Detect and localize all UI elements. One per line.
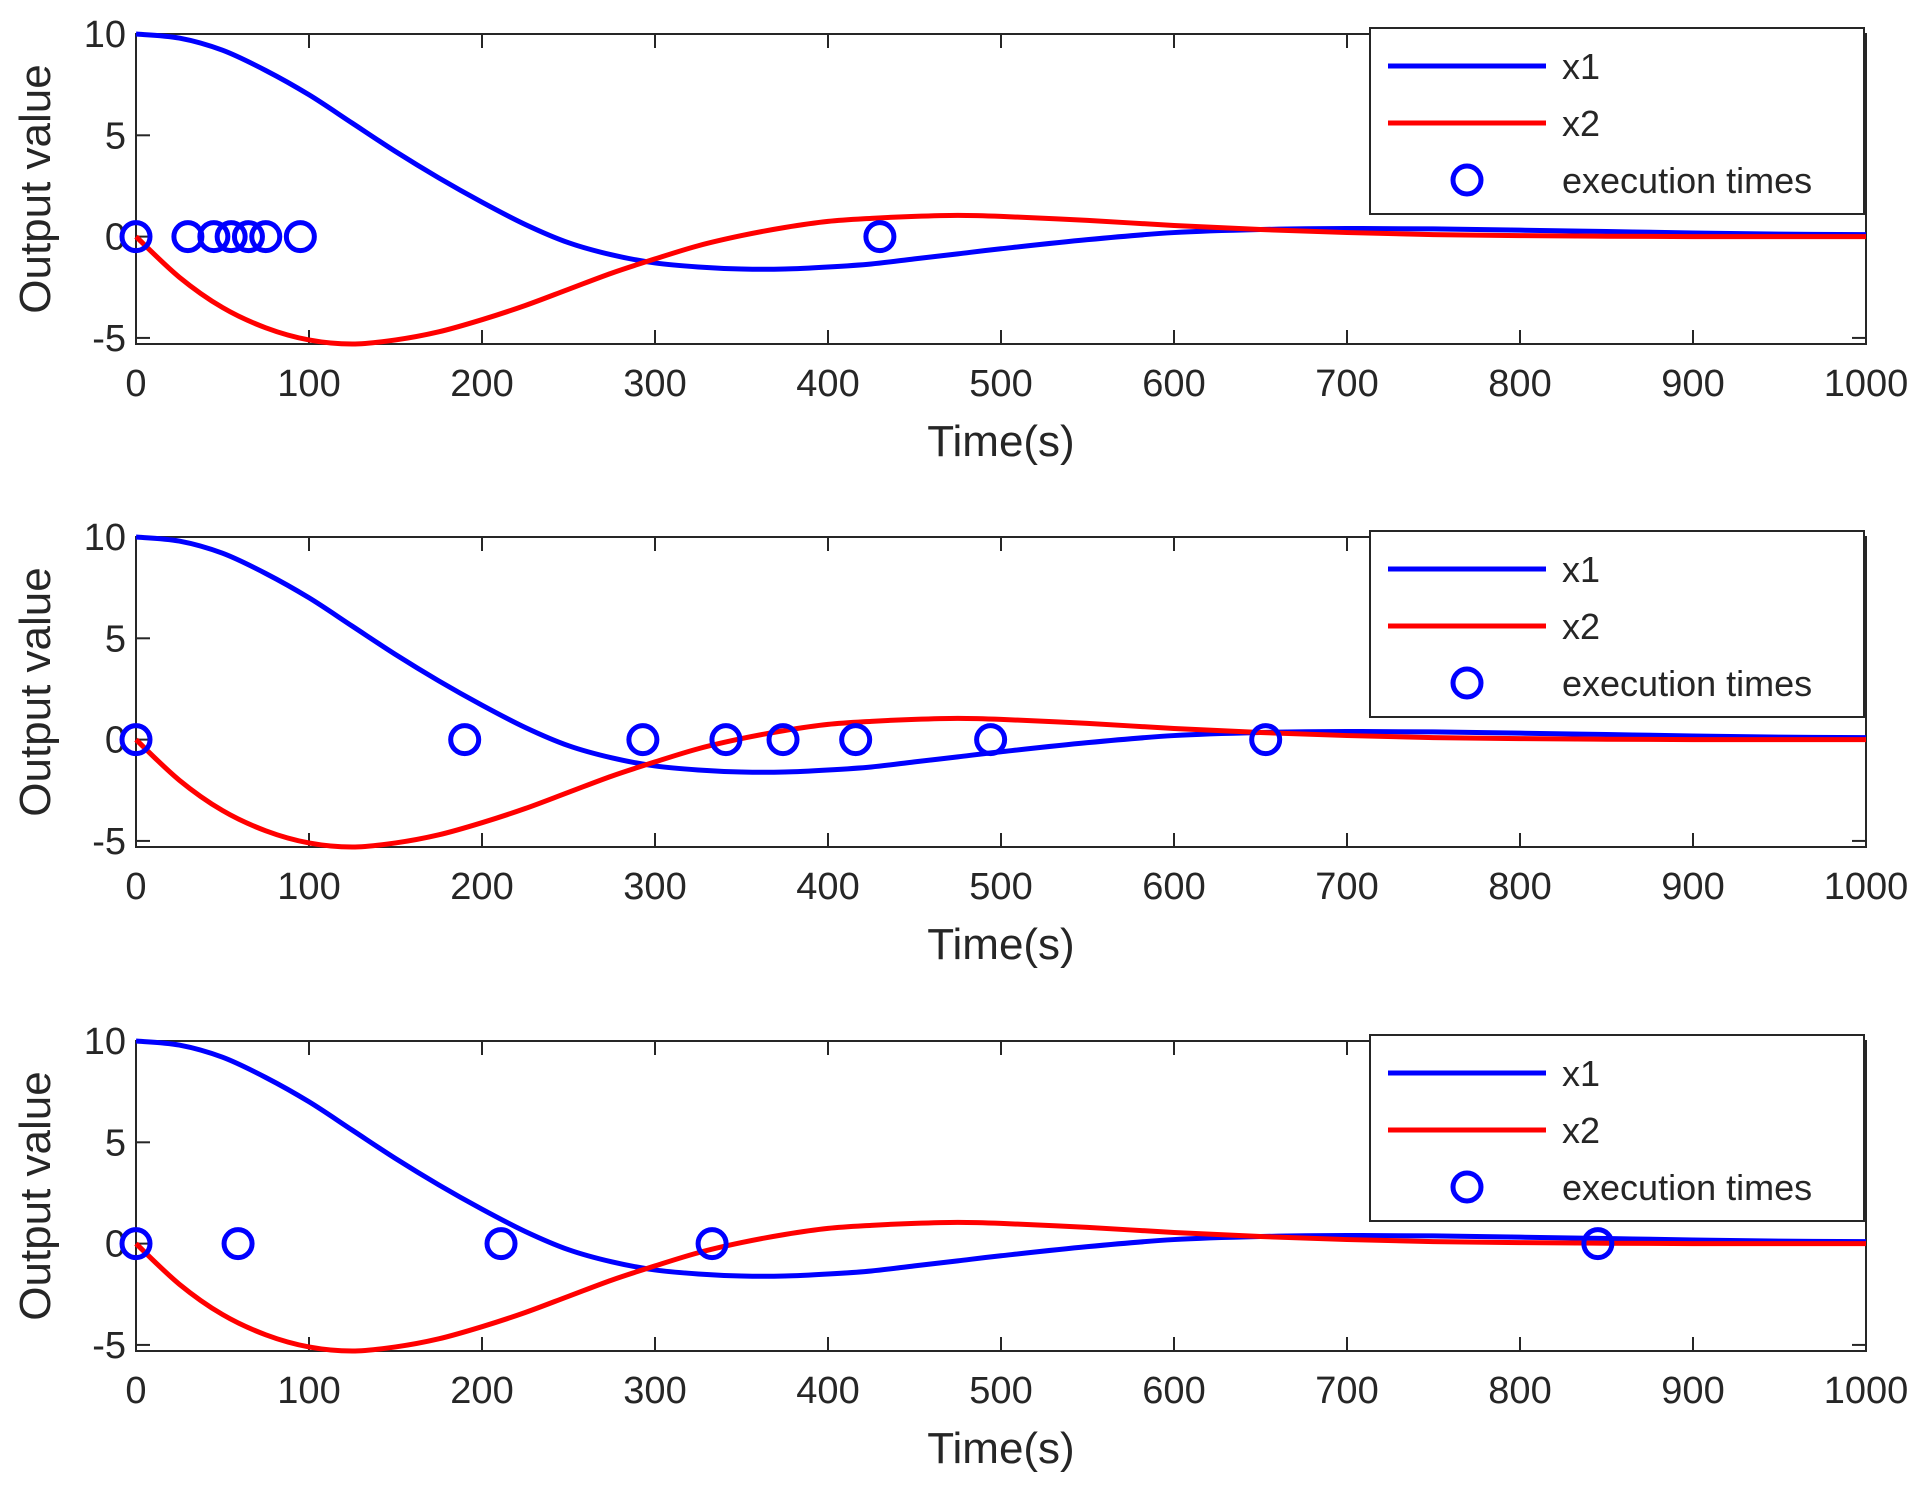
x-tick-label: 700 — [1315, 363, 1378, 405]
execution-time-marker — [283, 220, 317, 254]
legend-marker-execution-times — [1450, 163, 1484, 197]
execution-time-marker — [448, 723, 482, 757]
execution-time-marker — [231, 220, 265, 254]
y-tick-label: -5 — [92, 318, 126, 360]
x-tick-label: 500 — [969, 1370, 1032, 1412]
x-tick-label: 900 — [1661, 1370, 1724, 1412]
x-tick-label: 1000 — [1824, 1370, 1909, 1412]
y-tick-label: 10 — [84, 1021, 126, 1063]
x-tick-label: 400 — [796, 1370, 859, 1412]
x-tick-label: 800 — [1488, 363, 1551, 405]
x-tick-label: 700 — [1315, 1370, 1378, 1412]
legend-marker-execution-times — [1450, 1170, 1484, 1204]
series-line-x1 — [135, 1038, 1867, 1279]
legend: x1 x2 execution times — [1369, 530, 1865, 718]
x-tick-label: 1000 — [1824, 866, 1909, 908]
x-tick-label: 100 — [277, 866, 340, 908]
x-tick-label: 700 — [1315, 866, 1378, 908]
execution-time-marker — [695, 1227, 729, 1261]
x-tick-label: 100 — [277, 1370, 340, 1412]
y-tick-label: 5 — [105, 115, 126, 157]
legend-label: execution times — [1562, 160, 1812, 201]
execution-time-marker — [484, 1227, 518, 1261]
series-line-x1 — [135, 534, 1867, 775]
y-tick-label: 0 — [105, 217, 126, 259]
legend-label: x1 — [1562, 46, 1600, 87]
x-tick-label: 100 — [277, 363, 340, 405]
x-tick-label: 0 — [125, 866, 146, 908]
x-tick-label: 300 — [623, 866, 686, 908]
legend-label: execution times — [1562, 1167, 1812, 1208]
legend-label: x1 — [1562, 549, 1600, 590]
execution-time-marker — [626, 723, 660, 757]
x-tick-label: 400 — [796, 866, 859, 908]
execution-time-marker — [119, 220, 153, 254]
execution-time-marker — [249, 220, 283, 254]
x-tick-label: 0 — [125, 1370, 146, 1412]
execution-time-marker — [863, 220, 897, 254]
series-line-x2 — [134, 212, 1866, 347]
execution-time-marker — [197, 220, 231, 254]
x-tick-label: 300 — [623, 1370, 686, 1412]
y-tick-label: 5 — [105, 618, 126, 660]
execution-time-marker — [119, 723, 153, 757]
execution-time-marker — [839, 723, 873, 757]
series-line-x1 — [135, 31, 1867, 272]
execution-time-marker — [214, 220, 248, 254]
y-tick-label: 0 — [105, 1224, 126, 1266]
execution-time-marker — [221, 1227, 255, 1261]
series-line-x2 — [134, 715, 1866, 850]
legend-label: execution times — [1562, 663, 1812, 704]
x-tick-label: 900 — [1661, 866, 1724, 908]
legend: x1 x2 execution times — [1369, 27, 1865, 215]
y-tick-label: 0 — [105, 720, 126, 762]
legend: x1 x2 execution times — [1369, 1034, 1865, 1222]
x-tick-label: 800 — [1488, 1370, 1551, 1412]
x-tick-label: 600 — [1142, 866, 1205, 908]
x-axis-title: Time(s) — [927, 1424, 1074, 1473]
chart-panel-1: 0 100 200 300 400 500 600 700 800 900 1000-50510Ti… — [11, 14, 1908, 466]
legend-label: x2 — [1562, 606, 1600, 647]
y-axis-title: Output value — [11, 1071, 60, 1321]
y-tick-label: -5 — [92, 821, 126, 863]
y-tick-label: 10 — [84, 517, 126, 559]
y-tick-label: 10 — [84, 14, 126, 56]
x-tick-label: 1000 — [1824, 363, 1909, 405]
x-tick-label: 500 — [969, 866, 1032, 908]
chart-panel-2: 0 100 200 300 400 500 600 700 800 900 1000-50510Ti… — [11, 517, 1908, 969]
legend-label: x2 — [1562, 1110, 1600, 1151]
legend-label: x1 — [1562, 1053, 1600, 1094]
y-tick-label: 5 — [105, 1122, 126, 1164]
execution-time-marker — [709, 723, 743, 757]
x-tick-label: 800 — [1488, 866, 1551, 908]
chart-panel-3: 0 100 200 300 400 500 600 700 800 900 1000-50510Ti… — [11, 1021, 1908, 1473]
x-tick-label: 300 — [623, 363, 686, 405]
x-tick-label: 600 — [1142, 1370, 1205, 1412]
y-tick-label: -5 — [92, 1325, 126, 1367]
x-axis-title: Time(s) — [927, 920, 1074, 969]
x-axis-title: Time(s) — [927, 417, 1074, 466]
x-tick-label: 400 — [796, 363, 859, 405]
x-tick-label: 900 — [1661, 363, 1724, 405]
y-axis-title: Output value — [11, 567, 60, 817]
y-axis-title: Output value — [11, 64, 60, 314]
x-tick-label: 600 — [1142, 363, 1205, 405]
x-tick-label: 200 — [450, 1370, 513, 1412]
execution-time-marker — [119, 1227, 153, 1261]
legend-label: x2 — [1562, 103, 1600, 144]
series-line-x2 — [134, 1219, 1866, 1354]
execution-time-marker — [1581, 1227, 1615, 1261]
execution-time-marker — [1249, 723, 1283, 757]
x-tick-label: 200 — [450, 363, 513, 405]
x-tick-label: 200 — [450, 866, 513, 908]
x-tick-label: 0 — [125, 363, 146, 405]
legend-marker-execution-times — [1450, 666, 1484, 700]
x-tick-label: 500 — [969, 363, 1032, 405]
execution-time-marker — [974, 723, 1008, 757]
execution-time-marker — [766, 723, 800, 757]
